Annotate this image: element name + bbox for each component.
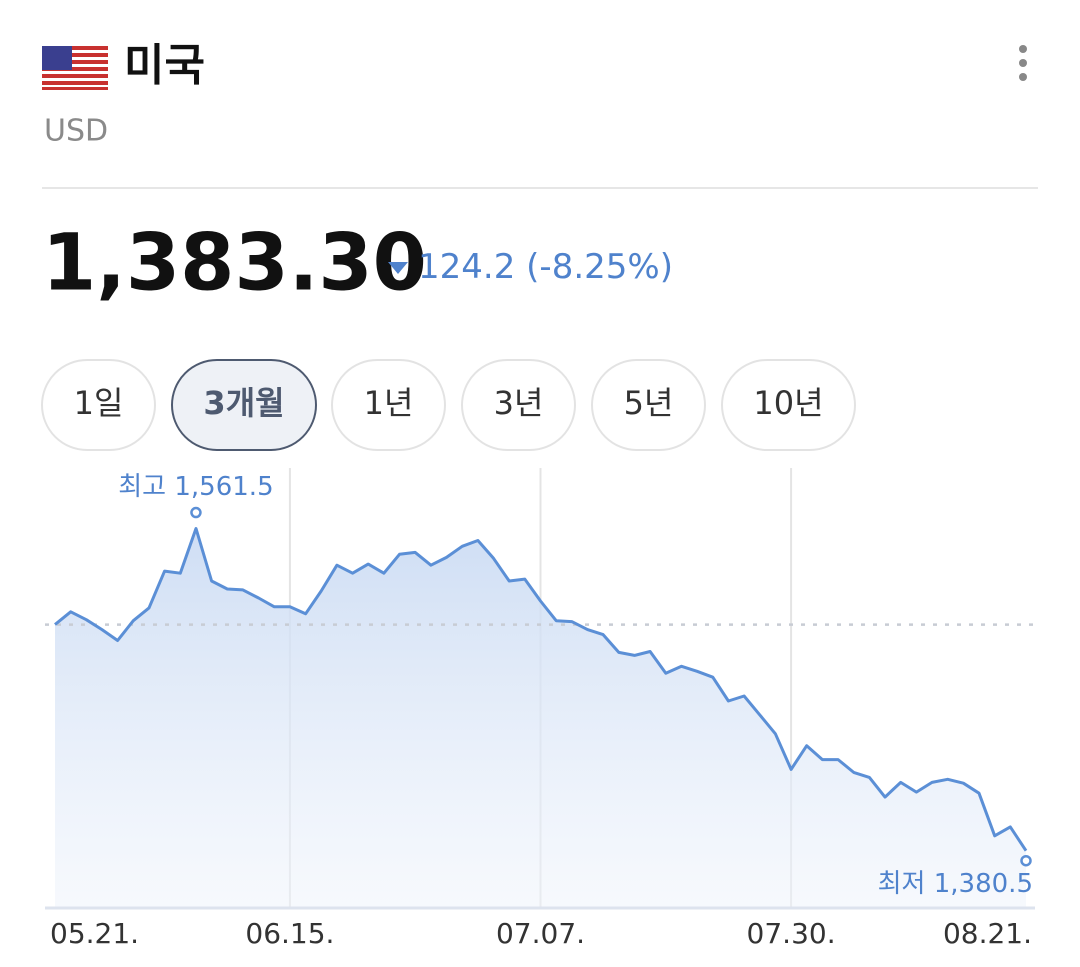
x-tick-label: 07.07. [496, 917, 585, 950]
down-arrow [388, 262, 408, 274]
tab-label: 1년 [364, 384, 414, 422]
line [54, 527, 1028, 852]
tab-label: 1일 [74, 384, 124, 422]
value-label: 최저 1,380.5 [878, 869, 1033, 899]
tab-label: 3년 [494, 384, 544, 422]
x-tick-label: 05.21. [50, 917, 139, 950]
price: 1,383.30 [42, 218, 427, 308]
tab-label: 5년 [624, 384, 674, 422]
tab-pill [591, 359, 706, 451]
chart: 05.21. 06.15. 07.07. 07.30. 08.21. 최고 1,561.5… [45, 468, 1035, 950]
tab[interactable]: 3개월 [171, 359, 317, 451]
price-change: 124.2 (-8.25%) [418, 247, 673, 287]
more-button[interactable] [1019, 45, 1027, 81]
x-tick-label: 06.15. [245, 917, 334, 950]
value-label: 최고 1,561.5 [118, 472, 273, 502]
tab-pill [41, 359, 156, 451]
tab[interactable]: 1일 [41, 359, 156, 451]
tab-pill [331, 359, 446, 451]
tab[interactable]: 1년 [331, 359, 446, 451]
point-marker [1020, 854, 1032, 867]
tab-label: 3개월 [203, 384, 284, 422]
title: 미국 [124, 40, 205, 91]
change: 124.2 [418, 247, 515, 287]
tab-pill [171, 359, 317, 451]
tabs: 1일 3개월 1년 3년 5년 10년 [41, 359, 856, 451]
x-tick-label: 07.30. [747, 917, 836, 950]
tab-label: 10년 [753, 384, 823, 422]
tab-pill [721, 359, 856, 451]
subtitle: USD [44, 114, 108, 149]
change-pct: (-8.25%) [526, 247, 673, 287]
tab[interactable]: 3년 [461, 359, 576, 451]
point-marker [190, 506, 202, 519]
tab[interactable]: 10년 [721, 359, 856, 451]
x-tick-label: 08.21. [943, 917, 1032, 950]
area [55, 528, 1026, 908]
tab[interactable]: 5년 [591, 359, 706, 451]
flag [42, 46, 108, 90]
tab-pill [461, 359, 576, 451]
